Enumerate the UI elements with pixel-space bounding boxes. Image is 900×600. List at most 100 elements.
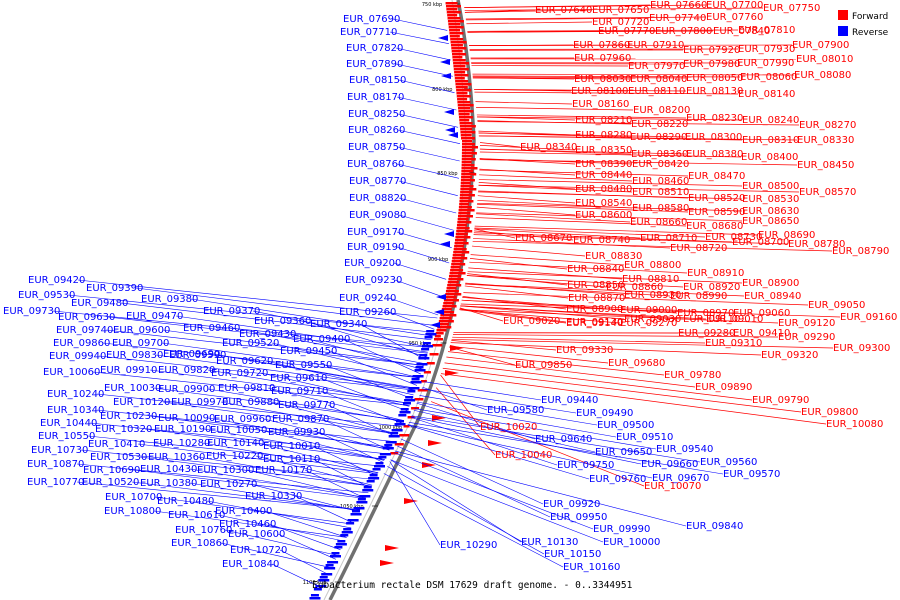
forward-feature — [442, 305, 457, 308]
reverse-gene-label: EUR_09640 — [535, 434, 592, 445]
scale-tick-label: 750 kbp — [422, 2, 442, 8]
forward-feature — [455, 83, 472, 86]
forward-gene-label: EUR_08460 — [632, 176, 689, 187]
reverse-gene-label: EUR_10050 — [210, 425, 267, 436]
reverse-gene-label: EUR_09860 — [53, 338, 110, 349]
reverse-leader-line — [246, 469, 366, 499]
forward-leader-line — [479, 145, 576, 151]
forward-leader-line — [479, 174, 633, 182]
forward-gene-label: EUR_10020 — [480, 422, 537, 433]
forward-leader-line — [478, 135, 798, 141]
reverse-gene-label: EUR_09590 — [169, 350, 226, 361]
reverse-gene-label: EUR_10090 — [158, 413, 215, 424]
forward-leader-line — [473, 238, 671, 249]
reverse-feature — [346, 522, 355, 525]
reverse-leader-line — [393, 452, 594, 530]
forward-feature — [445, 293, 462, 296]
forward-feature — [444, 296, 457, 299]
reverse-gene-label: EUR_10140 — [207, 438, 264, 449]
forward-gene-label: EUR_07720 — [592, 17, 649, 28]
reverse-feature — [445, 127, 455, 133]
reverse-gene-label: EUR_09360 — [254, 316, 311, 327]
reverse-gene-label: EUR_09760 — [589, 474, 646, 485]
forward-gene-label: EUR_09130 — [566, 317, 623, 328]
forward-gene-label: EUR_07840 — [713, 26, 770, 37]
reverse-leader-line — [131, 481, 361, 511]
forward-feature — [448, 278, 464, 281]
reverse-gene-label: EUR_10800 — [104, 506, 161, 517]
forward-gene-label: EUR_07640 — [535, 5, 592, 16]
reverse-gene-label: EUR_09260 — [339, 307, 396, 318]
reverse-gene-label: EUR_09230 — [345, 275, 402, 286]
forward-feature — [446, 11, 461, 14]
forward-gene-label: EUR_07920 — [683, 45, 740, 56]
forward-leader-line — [467, 271, 743, 284]
reverse-gene-label: EUR_10690 — [83, 465, 140, 476]
reverse-feature — [310, 594, 319, 597]
forward-gene-label: EUR_08050 — [686, 73, 743, 84]
forward-gene-label: EUR_08100 — [571, 86, 628, 97]
forward-leader-line — [467, 29, 739, 32]
reverse-leader-line — [329, 350, 418, 386]
forward-feature — [435, 332, 444, 335]
forward-gene-label: EUR_09030 — [624, 314, 681, 325]
forward-gene-label: EUR_07910 — [627, 40, 684, 51]
reverse-gene-label: EUR_09730 — [3, 306, 60, 317]
reverse-leader-line — [139, 456, 372, 487]
forward-leader-line — [472, 75, 741, 78]
reverse-gene-label: EUR_10720 — [230, 545, 287, 556]
reverse-leader-line — [407, 424, 590, 480]
scale-tick-label: 950 kbp — [409, 341, 429, 347]
reverse-gene-label: EUR_08760 — [347, 159, 404, 170]
reverse-gene-label: EUR_08170 — [347, 92, 404, 103]
reverse-leader-line — [389, 31, 449, 44]
reverse-feature — [400, 408, 409, 411]
reverse-gene-label: EUR_09750 — [557, 460, 614, 471]
reverse-leader-line — [389, 461, 441, 546]
forward-gene-label: EUR_08220 — [631, 119, 688, 130]
forward-feature — [461, 176, 473, 179]
reverse-feature — [426, 330, 435, 333]
reverse-leader-line — [397, 146, 460, 162]
reverse-gene-label: EUR_10300 — [197, 465, 254, 476]
forward-feature — [390, 452, 399, 455]
reverse-leader-line — [197, 456, 372, 487]
reverse-leader-line — [206, 500, 352, 529]
reverse-feature — [448, 132, 458, 138]
reverse-feature — [412, 375, 424, 378]
forward-gene-label: EUR_07770 — [598, 26, 655, 37]
reverse-feature — [422, 342, 431, 345]
reverse-gene-label: EUR_10480 — [157, 496, 214, 507]
reverse-gene-label: EUR_08260 — [348, 125, 405, 136]
forward-feature — [433, 338, 443, 341]
reverse-gene-label: EUR_09520 — [222, 338, 279, 349]
reverse-leader-line — [321, 418, 390, 451]
forward-gene-label: EUR_09300 — [833, 343, 890, 354]
reverse-leader-line — [89, 422, 388, 455]
reverse-leader-line — [396, 231, 452, 248]
reverse-feature — [341, 531, 353, 534]
forward-feature — [449, 35, 460, 38]
reverse-leader-line — [249, 483, 360, 513]
reverse-leader-line — [154, 496, 354, 525]
forward-gene-label: EUR_08650 — [742, 216, 799, 227]
reverse-leader-line — [132, 469, 366, 499]
reverse-leader-line — [388, 297, 439, 316]
forward-gene-label: EUR_09050 — [808, 300, 865, 311]
reverse-leader-line — [271, 342, 420, 379]
reverse-leader-line — [96, 393, 401, 427]
reverse-leader-line — [394, 279, 443, 297]
forward-gene-label: EUR_08060 — [740, 72, 797, 83]
forward-gene-label: EUR_08690 — [758, 230, 815, 241]
forward-leader-line — [479, 159, 798, 166]
reverse-gene-label: EUR_09480 — [71, 298, 128, 309]
reverse-feature — [378, 456, 387, 459]
reverse-gene-label: EUR_07710 — [340, 27, 397, 38]
reverse-leader-line — [392, 18, 448, 31]
reverse-gene-label: EUR_09530 — [18, 290, 75, 301]
forward-gene-label: EUR_08230 — [686, 113, 743, 124]
forward-gene-label: EUR_08360 — [631, 149, 688, 160]
reverse-feature — [425, 333, 437, 336]
reverse-leader-line — [255, 455, 373, 486]
